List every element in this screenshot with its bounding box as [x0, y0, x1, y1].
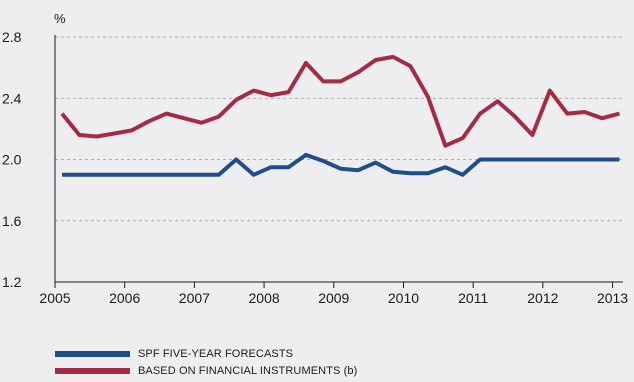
y-tick-label: 2.8	[2, 29, 22, 45]
tick-labels: 1.2 1.6 2.0 2.4 2.8 2005 2006 2007 2008 2009 2010 2…	[2, 29, 628, 306]
y-tick-label: 2.4	[2, 90, 22, 106]
legend-swatch-financial	[55, 367, 130, 374]
y-tick-label: 1.2	[2, 274, 22, 290]
x-tick-label: 2007	[179, 290, 210, 306]
legend-item-financial: BASED ON FINANCIAL INSTRUMENTS (b)	[55, 362, 357, 379]
x-tick-label: 2013	[597, 290, 628, 306]
series-line-financial	[60, 54, 621, 148]
gridlines	[55, 36, 623, 222]
x-tick-label: 2011	[458, 290, 488, 306]
legend-label-financial: BASED ON FINANCIAL INSTRUMENTS (b)	[138, 364, 358, 377]
series-lines	[60, 54, 621, 177]
x-tick-label: 2012	[527, 290, 558, 306]
x-tick-label: 2009	[318, 290, 349, 306]
axes	[54, 35, 623, 288]
legend-label-spf: SPF FIVE-YEAR FORECASTS	[138, 347, 294, 360]
y-tick-label: 1.6	[2, 213, 22, 229]
series-line-spf	[62, 152, 620, 177]
x-tick-label: 2010	[388, 290, 419, 306]
x-tick-label: 2005	[39, 290, 70, 306]
y-axis-unit-label: %	[54, 11, 66, 26]
x-tick-label: 2008	[249, 290, 280, 306]
legend-swatch-spf	[55, 350, 130, 357]
y-tick-label: 2.0	[2, 152, 22, 168]
legend-item-spf: SPF FIVE-YEAR FORECASTS	[55, 345, 357, 362]
x-tick-label: 2006	[109, 290, 140, 306]
legend: SPF FIVE-YEAR FORECASTS BASED ON FINANCI…	[55, 345, 357, 379]
